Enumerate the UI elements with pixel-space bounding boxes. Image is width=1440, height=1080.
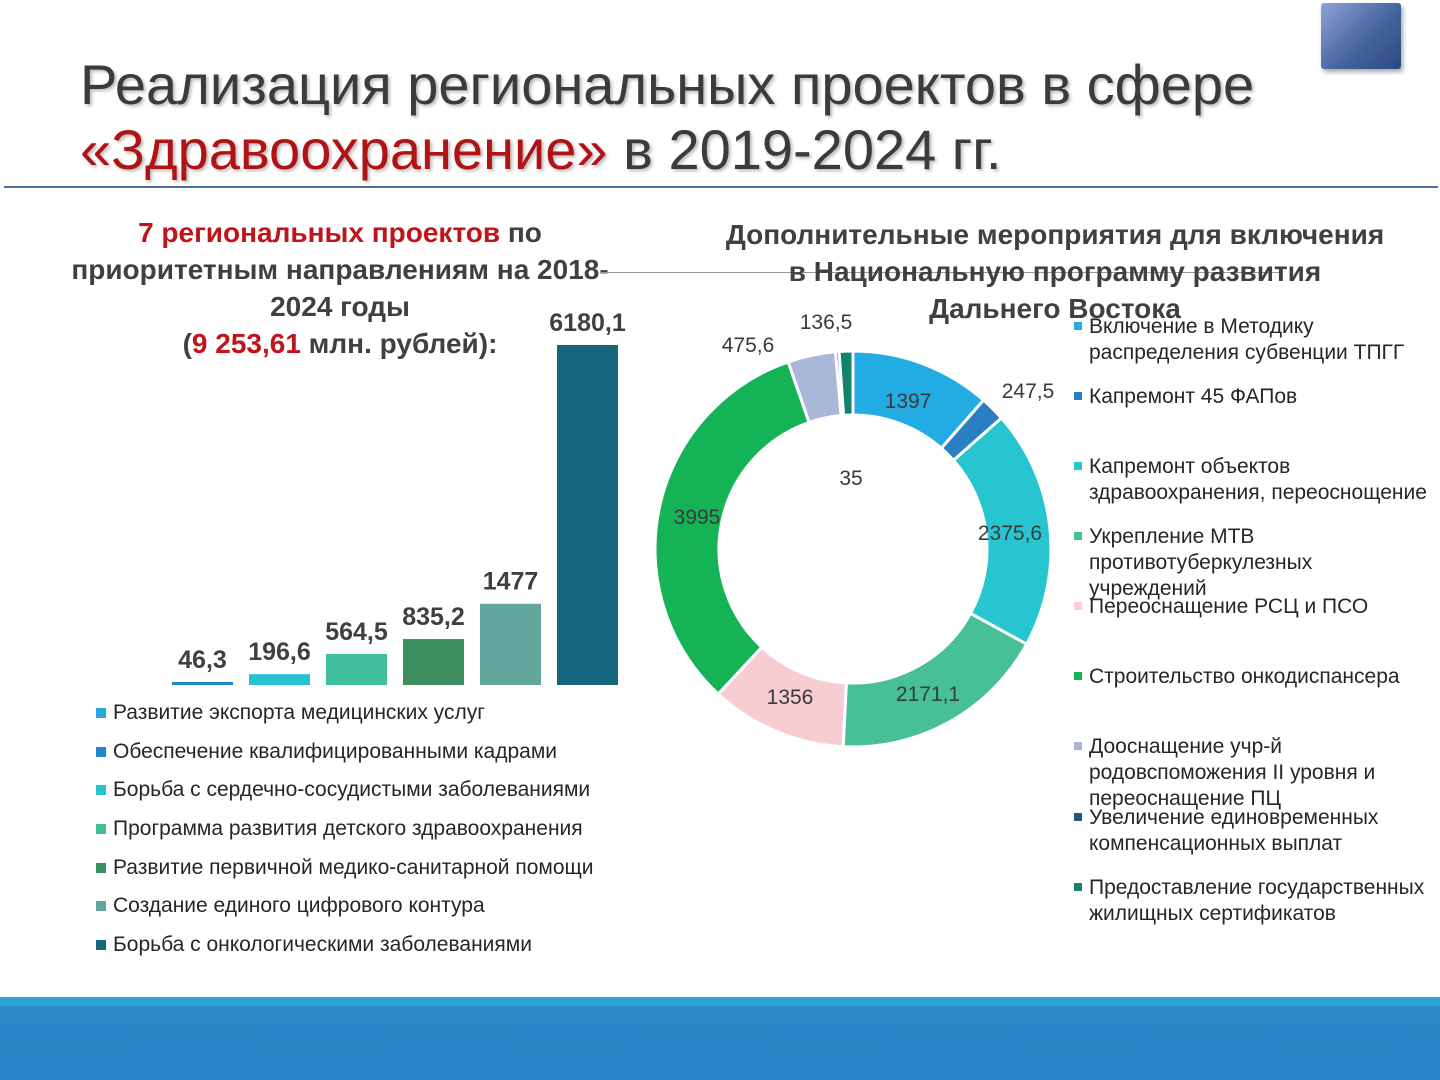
bar-value-label: 564,5 <box>325 618 388 646</box>
slide-title: Реализация региональных проектов в сфере… <box>80 52 1300 182</box>
legend-swatch <box>96 939 106 950</box>
title-line-1: Реализация региональных проектов в сфере <box>80 53 1255 116</box>
donut-legend-item: Строительство онкодиспансера <box>1074 664 1434 690</box>
corner-logo-tile <box>1321 3 1401 69</box>
legend-swatch <box>96 824 106 835</box>
title-divider <box>4 186 1438 188</box>
legend-label: Предоставление государственных жилищных … <box>1089 876 1425 925</box>
legend-swatch <box>96 746 106 757</box>
bar-3 <box>249 674 310 685</box>
legend-swatch <box>1074 883 1082 891</box>
legend-label: Дооснащение учр-й родовспоможения II уро… <box>1089 735 1376 810</box>
legend-label: Борьба с онкологическими заболеваниями <box>113 932 532 956</box>
legend-label: Капремонт объектов здравоохранения, пере… <box>1089 455 1427 504</box>
bar-value-label: 6180,1 <box>549 309 626 337</box>
donut-chart: 1397 247,5 2375,6 2171,1 1356 3995 475,6 35 136,… <box>653 311 1055 749</box>
bar-value-label: 46,3 <box>178 646 227 674</box>
heading-divider-line <box>600 272 1280 273</box>
amount-open: ( <box>182 328 192 359</box>
legend-swatch <box>1074 462 1082 470</box>
bar-legend-item: Обеспечение квалифицированными кадрами <box>96 733 676 772</box>
legend-swatch <box>1074 322 1082 330</box>
bar-legend-item: Программа развития детского здравоохране… <box>96 810 676 849</box>
donut-value-label: 475,6 <box>722 334 775 357</box>
title-line-2-rest: в 2019-2024 гг. <box>607 118 1002 181</box>
legend-swatch <box>96 901 106 912</box>
donut-value-label: 3995 <box>674 506 721 529</box>
donut-legend-item: Укрепление МТВ противотуберкулезных учре… <box>1074 524 1434 602</box>
bar-value-label: 196,6 <box>248 638 311 666</box>
bar-7 <box>557 345 618 685</box>
legend-label: Развитие первичной медико-санитарной пом… <box>113 855 594 879</box>
legend-label: Программа развития детского здравоохране… <box>113 817 583 841</box>
donut-segment-9 <box>837 349 855 417</box>
legend-swatch <box>1074 813 1082 821</box>
legend-label: Развитие экспорта медицинских услуг <box>113 701 485 725</box>
legend-label: Включение в Методику распределения субве… <box>1089 315 1405 364</box>
title-highlight: «Здравоохранение» <box>80 118 608 181</box>
legend-swatch <box>96 862 106 873</box>
donut-legend-item: Предоставление государственных жилищных … <box>1074 875 1434 927</box>
bar-chart: 46,3 196,6 564,5 835,2 1477 6180,1 <box>172 309 626 685</box>
bar-legend-item: Создание единого цифрового контура <box>96 887 676 926</box>
donut-value-label: 247,5 <box>1002 380 1055 403</box>
legend-label: Борьба с сердечно-сосудистыми заболевани… <box>113 778 591 802</box>
total-amount: 9 253,61 <box>191 328 301 359</box>
legend-label: Укрепление МТВ противотуберкулезных учре… <box>1089 525 1313 600</box>
legend-swatch <box>1074 532 1082 540</box>
projects-count: 7 региональных проектов <box>138 217 501 248</box>
donut-value-label: 35 <box>839 467 862 490</box>
donut-value-label: 2171,1 <box>896 683 960 706</box>
donut-value-label: 1356 <box>767 686 814 709</box>
donut-chart-heading: Дополнительные мероприятия для включения… <box>725 219 1385 324</box>
amount-unit: млн. рублей): <box>300 328 498 359</box>
legend-swatch <box>1074 672 1082 680</box>
legend-label: Капремонт 45 ФАПов <box>1089 385 1298 408</box>
legend-label: Увеличение единовременных компенсационны… <box>1089 806 1379 855</box>
legend-label: Строительство онкодиспансера <box>1089 665 1400 688</box>
title-line-2: «Здравоохранение» в 2019-2024 гг. <box>80 117 1300 182</box>
donut-legend-item: Включение в Методику распределения субве… <box>1074 314 1434 366</box>
bar-legend-item: Развитие первичной медико-санитарной пом… <box>96 848 676 887</box>
projects-description: по приоритетным направлениям на 2018-202… <box>71 217 609 322</box>
donut-segment-6 <box>653 360 812 697</box>
bar-5 <box>403 639 464 685</box>
bar-chart-legend: Развитие экспорта медицинских услуг Обесп… <box>96 694 676 964</box>
donut-legend-item: Увеличение единовременных компенсационны… <box>1074 805 1434 857</box>
legend-swatch <box>1074 742 1082 750</box>
bar-legend-item: Борьба с сердечно-сосудистыми заболевани… <box>96 771 676 810</box>
donut-legend-item: Переоснащение РСЦ и ПСО <box>1074 594 1434 620</box>
legend-label: Обеспечение квалифицированными кадрами <box>113 739 558 763</box>
donut-legend-item: Дооснащение учр-й родовспоможения II уро… <box>1074 734 1434 812</box>
legend-swatch <box>1074 392 1082 400</box>
donut-value-label: 1397 <box>885 390 932 413</box>
donut-value-label: 136,5 <box>800 311 853 334</box>
bar-legend-item: Борьба с онкологическими заболеваниями <box>96 926 676 965</box>
donut-legend-item: Капремонт 45 ФАПов <box>1074 384 1434 410</box>
donut-value-label: 2375,6 <box>978 522 1042 545</box>
footer-band <box>0 997 1440 1080</box>
legend-label: Создание единого цифрового контура <box>113 894 485 918</box>
bar-6 <box>480 603 541 685</box>
bar-4 <box>326 653 387 685</box>
bar-value-label: 835,2 <box>402 603 465 631</box>
bar-value-label: 1477 <box>483 568 539 596</box>
bar-2 <box>172 682 233 685</box>
legend-swatch <box>96 708 106 719</box>
legend-label: Переоснащение РСЦ и ПСО <box>1089 595 1369 618</box>
donut-legend-item: Капремонт объектов здравоохранения, пере… <box>1074 454 1434 506</box>
bar-chart-heading: 7 региональных проектов по приоритетным … <box>60 214 620 362</box>
legend-swatch <box>96 785 106 796</box>
legend-swatch <box>1074 602 1082 610</box>
donut-segment-4 <box>841 611 1029 749</box>
bar-legend-item: Развитие экспорта медицинских услуг <box>96 694 676 733</box>
